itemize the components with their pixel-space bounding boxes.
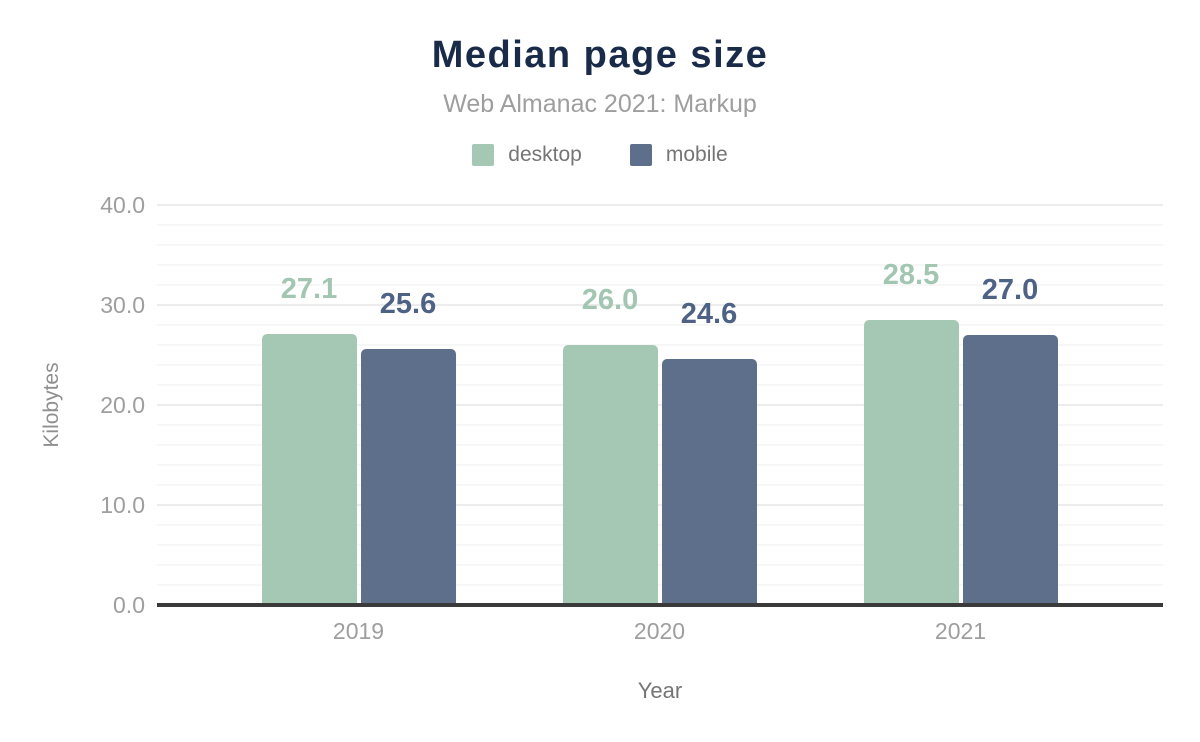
plot-area: 27.1 26.0 28.5 25.6 24.6 27.0 xyxy=(157,204,1163,607)
major-gridline xyxy=(157,204,1163,206)
legend-item-desktop: desktop xyxy=(472,143,582,167)
chart-title: Median page size xyxy=(431,34,769,76)
minor-gridline xyxy=(157,584,1163,586)
legend-swatch-mobile xyxy=(629,144,652,166)
major-gridline xyxy=(157,504,1163,506)
y-tick-label: 20.0 xyxy=(100,392,145,418)
y-tick-label: 10.0 xyxy=(100,492,145,518)
minor-gridline xyxy=(157,484,1163,486)
x-axis-line xyxy=(157,603,1163,607)
y-tick-label: 40.0 xyxy=(100,192,145,218)
y-tick-label: 0.0 xyxy=(113,592,145,618)
bar-desktop-2021 xyxy=(863,320,959,605)
minor-gridline xyxy=(157,324,1163,326)
x-tick-label-2021: 2021 xyxy=(934,618,987,644)
minor-gridline xyxy=(157,524,1163,526)
minor-gridline xyxy=(157,224,1163,226)
chart-subtitle: Web Almanac 2021: Markup xyxy=(443,90,757,118)
minor-gridline xyxy=(157,264,1163,266)
value-label-mobile-2020: 24.6 xyxy=(680,298,738,330)
minor-gridline xyxy=(157,464,1163,466)
bar-desktop-2019 xyxy=(261,334,357,605)
major-gridline xyxy=(157,404,1163,406)
value-label-mobile-2021: 27.0 xyxy=(981,274,1039,306)
minor-gridline xyxy=(157,424,1163,426)
value-label-desktop-2021: 28.5 xyxy=(882,259,940,291)
x-tick-label-2020: 2020 xyxy=(633,618,686,644)
minor-gridline xyxy=(157,444,1163,446)
minor-gridline xyxy=(157,544,1163,546)
y-tick-label: 30.0 xyxy=(100,292,145,318)
legend-swatch-desktop xyxy=(472,144,495,166)
major-gridline xyxy=(157,304,1163,306)
minor-gridline xyxy=(157,344,1163,346)
value-label-desktop-2020: 26.0 xyxy=(581,284,639,316)
legend-label-mobile: mobile xyxy=(665,143,728,166)
minor-gridline xyxy=(157,284,1163,286)
value-label-mobile-2019: 25.6 xyxy=(379,288,437,320)
minor-gridline xyxy=(157,564,1163,566)
legend-item-mobile: mobile xyxy=(629,143,728,167)
bar-mobile-2019 xyxy=(360,349,456,605)
x-tick-label-2019: 2019 xyxy=(332,618,385,644)
bar-desktop-2020 xyxy=(562,345,658,605)
x-axis-title: Year xyxy=(637,678,683,703)
minor-gridline xyxy=(157,364,1163,366)
bar-mobile-2021 xyxy=(962,335,1058,605)
bar-mobile-2020 xyxy=(661,359,757,605)
minor-gridline xyxy=(157,244,1163,246)
minor-gridline xyxy=(157,384,1163,386)
value-label-desktop-2019: 27.1 xyxy=(280,273,338,305)
legend-label-desktop: desktop xyxy=(508,143,582,166)
chart-legend: desktop mobile xyxy=(0,143,1200,167)
